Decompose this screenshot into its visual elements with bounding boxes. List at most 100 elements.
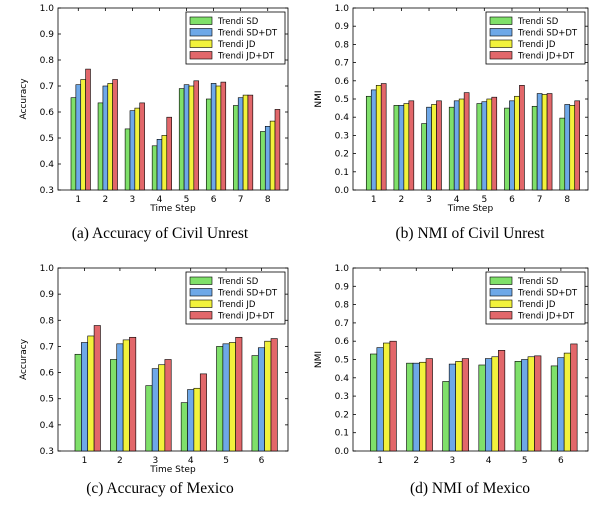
- x-tick-label: 3: [426, 195, 432, 205]
- legend-label: Trendi SD+DT: [517, 289, 578, 299]
- bar-trendi-sd-3: [421, 123, 427, 191]
- bar-trendi-jd-5: [228, 342, 236, 452]
- bar-trendi-sd-dt-4: [453, 100, 460, 191]
- bar-trendi-jd-5: [527, 356, 535, 452]
- bar-trendi-sd-dt-4: [485, 358, 493, 452]
- bar-trendi-sd-dt-8: [264, 126, 271, 191]
- bar-trendi-jd-6: [264, 340, 272, 452]
- bar-trendi-sd-5: [476, 103, 483, 191]
- x-tick-label: 8: [564, 195, 570, 205]
- legend-swatch: [189, 16, 213, 25]
- bar-trendi-jd-7: [541, 94, 548, 191]
- bar-trendi-jd-7: [242, 94, 249, 191]
- y-tick-label: 0.9: [335, 22, 350, 32]
- bar-trendi-sd-dt-2: [102, 85, 109, 191]
- y-tick-label: 0.8: [40, 316, 55, 326]
- bar-trendi-sd-dt-6: [557, 357, 565, 452]
- legend-swatch: [189, 288, 213, 297]
- x-tick-label: 5: [481, 195, 487, 205]
- bar-trendi-sd-1: [70, 97, 77, 191]
- bar-trendi-jd-1: [80, 79, 86, 191]
- bar-trendi-jd-dt-5: [534, 355, 542, 452]
- legend-label: Trendi JD+DT: [217, 52, 275, 62]
- y-tick-label: 1.0: [40, 264, 55, 274]
- bar-trendi-jd-6: [514, 95, 520, 191]
- y-tick-label: 0.6: [335, 77, 350, 87]
- bar-trendi-sd-7: [531, 105, 538, 191]
- bar-trendi-jd-3: [431, 104, 437, 191]
- bar-trendi-jd-3: [158, 364, 166, 452]
- bar-trendi-jd-4: [458, 98, 465, 191]
- bar-trendi-jd-dt-3: [139, 102, 145, 191]
- bar-trendi-sd-dt-6: [509, 100, 515, 191]
- axes-frame-a: [57, 7, 289, 191]
- legend-label: Trendi SD: [517, 17, 559, 27]
- legend-swatch: [489, 288, 513, 297]
- y-tick-label: 0.8: [40, 56, 55, 66]
- bar-trendi-sd-dt-1: [370, 89, 377, 191]
- y-tick-label: 1.0: [335, 4, 350, 14]
- bar-trendi-jd-2: [419, 361, 427, 452]
- legend-swatch: [189, 311, 213, 320]
- bar-trendi-jd-dt-7: [546, 93, 553, 191]
- bar-trendi-jd-6: [563, 352, 571, 452]
- bar-trendi-jd-3: [134, 107, 141, 191]
- x-tick-label: 2: [399, 195, 405, 205]
- bar-trendi-jd-8: [269, 120, 276, 191]
- bar-trendi-jd-dt-4: [199, 373, 207, 452]
- legend-label: Trendi JD: [517, 300, 556, 310]
- bar-trendi-jd-dt-4: [498, 350, 506, 452]
- bar-trendi-jd-2: [122, 339, 130, 452]
- ylabel-b: NMI: [314, 90, 324, 107]
- x-tick-label: 3: [152, 456, 158, 466]
- bar-trendi-sd-1: [365, 95, 372, 191]
- y-tick-label: 0.1: [335, 168, 349, 178]
- y-tick-label: 0.3: [335, 392, 349, 402]
- bar-trendi-jd-dt-1: [93, 325, 101, 452]
- y-tick-label: 0.0: [335, 186, 350, 196]
- x-tick-label: 4: [486, 456, 492, 466]
- bar-trendi-sd-6: [205, 98, 212, 191]
- panel-d: (d) NMI of Mexico NMI 0.0 0.1 0.2 0.3 0.4 0.5…: [314, 264, 589, 497]
- xlabel-c: Time Step: [149, 465, 196, 475]
- bar-trendi-jd-dt-4: [463, 92, 470, 191]
- y-tick-label: 0.3: [40, 186, 54, 196]
- y-tick-label: 0.6: [335, 337, 350, 347]
- bar-trendi-sd-3: [442, 381, 450, 452]
- panel-a: (a) Accuracy of Civil Unrest Time Step A…: [19, 4, 289, 242]
- xlabel-b: Time Step: [447, 204, 494, 214]
- bar-trendi-jd-3: [455, 361, 463, 452]
- y-tick-label: 0.9: [40, 30, 55, 40]
- legend-label: Trendi SD+DT: [517, 29, 578, 39]
- bar-trendi-sd-dt-2: [412, 362, 420, 452]
- legend-label: Trendi JD+DT: [517, 312, 575, 322]
- y-tick-label: 0.5: [335, 356, 349, 366]
- bar-trendi-jd-dt-6: [220, 81, 227, 191]
- y-tick-label: 0.6: [40, 108, 55, 118]
- bar-trendi-jd-dt-5: [491, 96, 498, 191]
- bar-trendi-sd-dt-1: [81, 342, 89, 452]
- bar-trendi-sd-dt-1: [75, 84, 82, 191]
- bar-trendi-sd-2: [406, 362, 414, 452]
- bar-trendi-jd-dt-2: [112, 79, 118, 191]
- x-tick-label: 2: [413, 456, 419, 466]
- bar-trendi-jd-1: [383, 342, 391, 452]
- y-tick-label: 0.1: [335, 429, 349, 439]
- x-tick-label: 2: [102, 195, 108, 205]
- bar-trendi-jd-dt-1: [85, 68, 91, 191]
- bar-trendi-sd-4: [151, 145, 158, 191]
- bar-trendi-jd-dt-3: [461, 358, 469, 452]
- bar-trendi-sd-dt-3: [448, 363, 456, 452]
- x-tick-label: 8: [265, 195, 271, 205]
- y-tick-label: 0.2: [335, 410, 349, 420]
- legend-swatch: [489, 16, 513, 25]
- bar-trendi-sd-dt-6: [257, 347, 265, 452]
- ylabel-d: NMI: [314, 351, 324, 368]
- bar-trendi-jd-dt-3: [436, 100, 442, 191]
- bar-trendi-jd-dt-5: [235, 336, 243, 452]
- xlabel-a: Time Step: [149, 204, 196, 214]
- y-tick-label: 0.4: [335, 113, 350, 123]
- bar-trendi-jd-dt-1: [389, 340, 397, 452]
- bar-trendi-jd-6: [215, 85, 222, 191]
